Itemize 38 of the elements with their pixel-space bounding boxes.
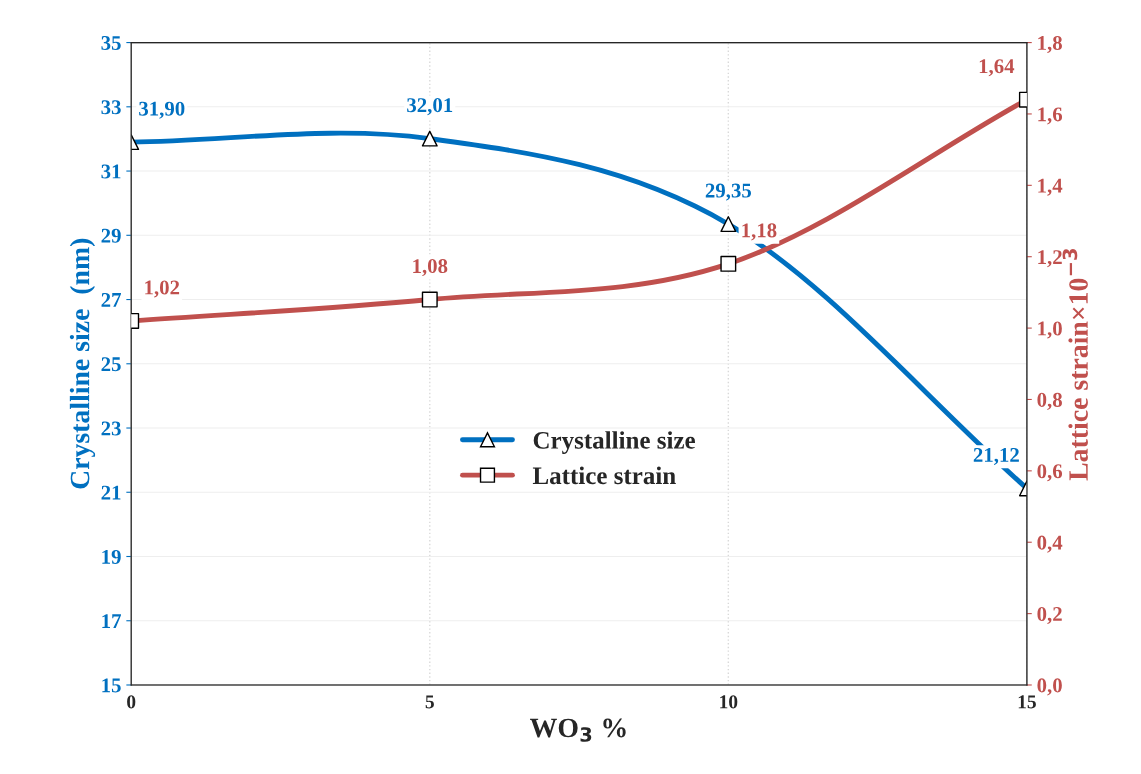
y-tick-label: 23: [101, 421, 121, 436]
data-label: 1,18: [742, 223, 777, 241]
y-tick-label: 35: [101, 36, 121, 50]
y2-tick-label: 1,2: [1038, 250, 1062, 268]
x-tick-label: 0: [127, 695, 136, 709]
y-tick-label: 19: [102, 549, 121, 564]
y-tick-label: 27: [101, 292, 121, 307]
legend-label: Lattice strain: [532, 466, 676, 485]
y-axis-title: Crystalline size (nm): [69, 238, 96, 489]
legend-label: Crystalline size: [533, 431, 695, 454]
y-tick-label: 29: [101, 228, 121, 243]
x-tick-label: 10: [720, 695, 738, 709]
y-tick-label: 15: [102, 678, 121, 693]
data-label: 1,64: [979, 59, 1015, 77]
y2-tick-label: 0,8: [1037, 392, 1062, 410]
x-tick-label: 15: [1018, 695, 1036, 709]
data-label: 1,02: [145, 280, 180, 298]
y-tick-label: 33: [101, 100, 121, 115]
data-label: 32,01: [407, 98, 453, 116]
y2-tick-label: 0,2: [1037, 606, 1062, 625]
data-label: 21,12: [973, 447, 1019, 465]
y2-tick-label: 0,0: [1037, 678, 1062, 696]
y-tick-label: 31: [101, 164, 121, 179]
y-tick-label: 17: [102, 614, 121, 628]
y2-tick-label: 1,0: [1038, 321, 1062, 339]
data-label: 1,08: [413, 259, 448, 277]
y2-tick-label: 1,8: [1038, 35, 1062, 54]
y2-tick-label: 0,4: [1037, 535, 1063, 553]
y2-tick-label: 1,4: [1038, 178, 1063, 196]
y-tick-label: 25: [101, 357, 121, 372]
data-label: 29,35: [705, 183, 752, 201]
x-tick-label: 5: [425, 695, 434, 709]
y2-tick-label: 1,6: [1038, 107, 1063, 125]
y2-axis-title: Lattice strain×10$^{−3}$: [1062, 249, 1088, 481]
y-tick-label: 21: [101, 485, 121, 500]
x-axis-title: WO$_{3}$ %: [530, 718, 626, 742]
data-label: 31,90: [139, 101, 185, 119]
y2-tick-label: 0,6: [1037, 464, 1063, 482]
